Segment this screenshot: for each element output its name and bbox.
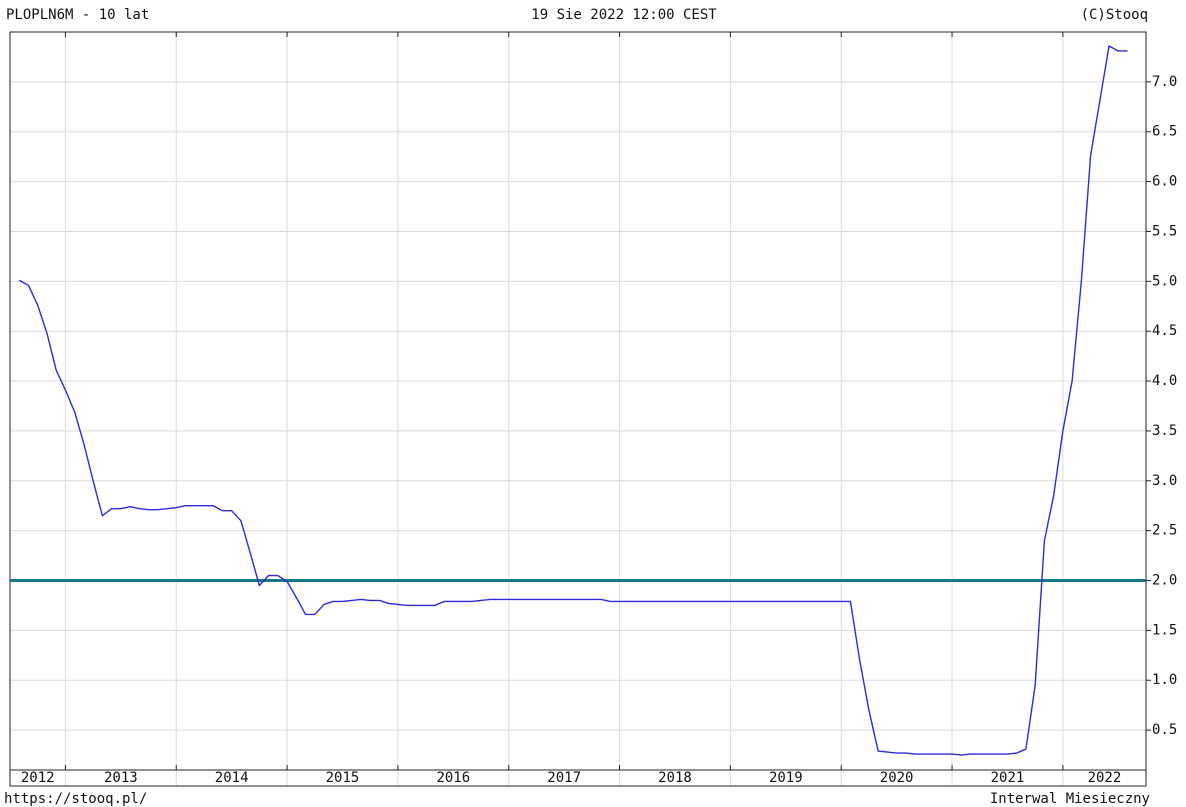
x-tick-label: 2013 [104, 770, 138, 786]
source: (C)Stooq [1081, 7, 1148, 23]
footer-right: Interwal Miesieczny [990, 791, 1150, 807]
x-tick-label: 2012 [21, 770, 55, 786]
y-tick-label: 5.0 [1152, 273, 1177, 289]
y-tick-label: 6.0 [1152, 174, 1177, 190]
y-tick-label: 3.5 [1152, 423, 1177, 439]
y-tick-label: 7.0 [1152, 74, 1177, 90]
x-tick-label: 2016 [436, 770, 470, 786]
y-tick-label: 0.5 [1152, 722, 1177, 738]
x-tick-label: 2019 [769, 770, 803, 786]
y-tick-label: 3.0 [1152, 473, 1177, 489]
x-tick-label: 2021 [991, 770, 1025, 786]
y-tick-label: 1.5 [1152, 622, 1177, 638]
x-tick-label: 2022 [1088, 770, 1122, 786]
footer-left: https://stooq.pl/ [4, 791, 147, 807]
chart-subtitle: 19 Sie 2022 12:00 CEST [531, 7, 717, 23]
y-tick-label: 6.5 [1152, 124, 1177, 140]
x-tick-label: 2018 [658, 770, 692, 786]
chart-title: PLOPLN6M - 10 lat [6, 7, 149, 23]
x-tick-label: 2015 [326, 770, 360, 786]
x-tick-label: 2017 [547, 770, 581, 786]
y-tick-label: 4.5 [1152, 323, 1177, 339]
y-tick-label: 2.5 [1152, 523, 1177, 539]
x-tick-label: 2020 [880, 770, 914, 786]
x-tick-label: 2014 [215, 770, 249, 786]
y-tick-label: 2.0 [1152, 573, 1177, 589]
plot-frame [9, 31, 1147, 787]
y-tick-label: 4.0 [1152, 373, 1177, 389]
data-line [18, 45, 1128, 756]
y-tick-label: 1.0 [1152, 672, 1177, 688]
y-tick-label: 5.5 [1152, 223, 1177, 239]
